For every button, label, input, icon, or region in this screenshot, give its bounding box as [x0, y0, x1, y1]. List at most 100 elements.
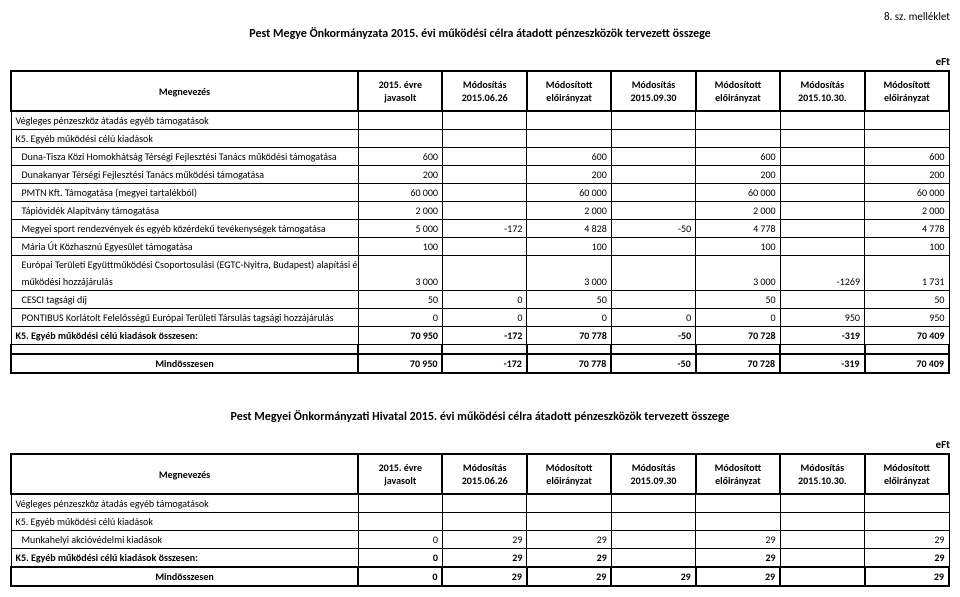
- cell: [696, 130, 780, 148]
- cell: 29: [442, 567, 526, 586]
- total-label: Mindösszesen: [11, 354, 358, 373]
- cell: [442, 273, 526, 291]
- cell: 3 000: [358, 273, 442, 291]
- cell: [358, 513, 442, 531]
- cell: [611, 273, 695, 291]
- cell: 50: [358, 291, 442, 309]
- cell: 70 950: [358, 354, 442, 373]
- cell: [780, 166, 864, 184]
- row-label: PMTN Kft. Támogatása (megyei tartalékból…: [11, 184, 358, 202]
- cell: 70 950: [358, 327, 442, 345]
- cell: 600: [527, 148, 611, 166]
- row-label: Mária Út Közhasznú Egyesület támogatása: [11, 238, 358, 256]
- cell: 200: [358, 166, 442, 184]
- col-header: 2015. évre javasolt: [358, 71, 442, 111]
- col-header: Módosítás 2015.06.26: [442, 71, 526, 111]
- cell: -172: [442, 354, 526, 373]
- cell: 2 000: [696, 202, 780, 220]
- cell: 29: [696, 567, 780, 586]
- cell: [442, 256, 526, 274]
- cell: [780, 220, 864, 238]
- cell: 70 409: [865, 327, 949, 345]
- col-header: Módosított előirányzat: [865, 454, 949, 494]
- cell: 50: [527, 291, 611, 309]
- cell: [865, 111, 949, 130]
- attachment-label: 8. sz. melléklet: [10, 10, 950, 23]
- row-label: Tápióvidék Alapítvány támogatása: [11, 202, 358, 220]
- section-label: Végleges pénzeszköz átadás egyéb támogat…: [11, 111, 358, 130]
- cell: [442, 494, 526, 513]
- cell: 60 000: [696, 184, 780, 202]
- col-header: Módosított előirányzat: [865, 71, 949, 111]
- cell: 600: [696, 148, 780, 166]
- cell: [780, 494, 864, 513]
- col-header: Módosított előirányzat: [696, 454, 780, 494]
- row-label: Munkahelyi akcióvédelmi kiadások: [11, 531, 358, 549]
- cell: [865, 130, 949, 148]
- cell: [527, 494, 611, 513]
- cell: [358, 130, 442, 148]
- cell: [442, 238, 526, 256]
- cell: [442, 111, 526, 130]
- cell: 3 000: [696, 273, 780, 291]
- cell: [358, 256, 442, 274]
- cell: 29: [611, 567, 695, 586]
- cell: [611, 130, 695, 148]
- col-header: Megnevezés: [11, 454, 358, 494]
- cell: [358, 494, 442, 513]
- cell: -50: [611, 354, 695, 373]
- cell: 29: [527, 531, 611, 549]
- cell: 70 778: [527, 354, 611, 373]
- row-label: Európai Területi Együttműködési Csoporto…: [11, 256, 358, 274]
- unit-label-2: eFt: [10, 438, 950, 451]
- cell: -1269: [780, 273, 864, 291]
- cell: [865, 494, 949, 513]
- total-label: K5. Egyéb működési célú kiadások összese…: [11, 549, 358, 568]
- cell: [611, 184, 695, 202]
- cell: [611, 513, 695, 531]
- cell: [865, 513, 949, 531]
- row-label: Dunakanyar Térségi Fejlesztési Tanács mű…: [11, 166, 358, 184]
- cell: [611, 549, 695, 568]
- cell: [780, 567, 864, 586]
- cell: 950: [865, 309, 949, 327]
- cell: 0: [442, 309, 526, 327]
- cell: 60 000: [527, 184, 611, 202]
- table2: Megnevezés2015. évre javasoltMódosítás 2…: [10, 453, 950, 587]
- cell: [611, 238, 695, 256]
- cell: 2 000: [527, 202, 611, 220]
- cell: 60 000: [358, 184, 442, 202]
- cell: [611, 494, 695, 513]
- cell: [442, 513, 526, 531]
- cell: 0: [358, 531, 442, 549]
- cell: 2 000: [358, 202, 442, 220]
- cell: 2 000: [865, 202, 949, 220]
- total-label: K5. Egyéb működési célú kiadások összese…: [11, 327, 358, 345]
- cell: [527, 130, 611, 148]
- cell: [527, 111, 611, 130]
- table1-title: Pest Megye Önkormányzata 2015. évi működ…: [10, 27, 950, 41]
- col-header: Módosított előirányzat: [527, 71, 611, 111]
- row-label: működési hozzájárulás: [11, 273, 358, 291]
- cell: 1 731: [865, 273, 949, 291]
- cell: 200: [865, 166, 949, 184]
- cell: 29: [865, 531, 949, 549]
- cell: 100: [696, 238, 780, 256]
- cell: 0: [358, 567, 442, 586]
- cell: 29: [442, 549, 526, 568]
- cell: [780, 111, 864, 130]
- col-header: Megnevezés: [11, 71, 358, 111]
- cell: [611, 111, 695, 130]
- cell: -319: [780, 327, 864, 345]
- cell: 200: [696, 166, 780, 184]
- cell: 600: [865, 148, 949, 166]
- col-header: Módosítás 2015.09.30: [611, 71, 695, 111]
- cell: [611, 256, 695, 274]
- cell: 950: [780, 309, 864, 327]
- cell: [442, 184, 526, 202]
- cell: 70 409: [865, 354, 949, 373]
- cell: [780, 513, 864, 531]
- cell: [780, 549, 864, 568]
- cell: 0: [442, 291, 526, 309]
- cell: 29: [442, 531, 526, 549]
